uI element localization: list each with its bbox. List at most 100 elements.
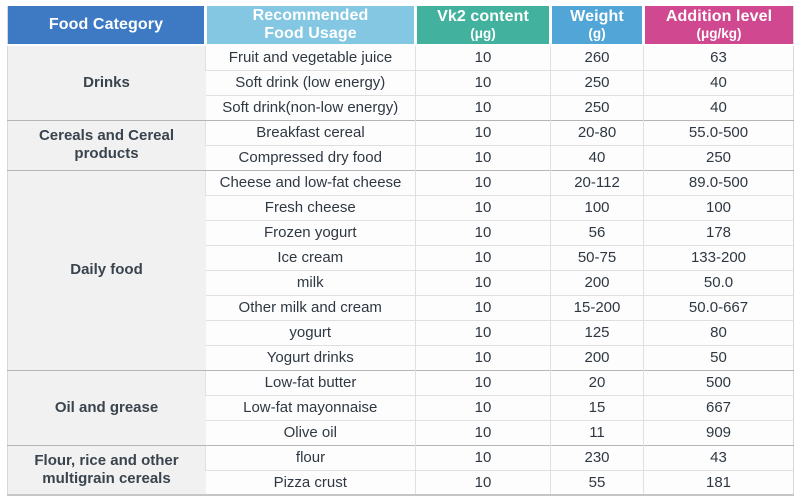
vk2-cell: 10 bbox=[415, 94, 551, 120]
header-title: Addition level bbox=[665, 8, 773, 26]
vk2-cell: 10 bbox=[415, 69, 551, 95]
usage-cell: flour bbox=[205, 444, 416, 470]
header-title: Weight bbox=[570, 8, 624, 26]
usage-cell: Fruit and vegetable juice bbox=[205, 45, 416, 70]
addition-cell: 500 bbox=[643, 369, 794, 395]
table-row: milk 10 200 50.0 bbox=[8, 269, 794, 295]
weight-cell: 250 bbox=[550, 94, 644, 120]
addition-cell: 63 bbox=[643, 45, 794, 70]
usage-cell: yogurt bbox=[205, 319, 416, 345]
usage-cell: Low-fat butter bbox=[205, 369, 416, 395]
addition-cell: 50 bbox=[643, 344, 794, 370]
usage-cell: Compressed dry food bbox=[205, 144, 416, 170]
table-row: Ice cream 10 50-75 133-200 bbox=[8, 244, 794, 270]
weight-cell: 100 bbox=[550, 194, 644, 220]
header-recommended-food-usage: Recommended Food Usage bbox=[204, 6, 416, 46]
usage-cell: Low-fat mayonnaise bbox=[205, 394, 416, 420]
weight-cell: 40 bbox=[550, 144, 644, 170]
addition-cell: 50.0 bbox=[643, 269, 794, 295]
weight-cell: 20-80 bbox=[550, 119, 644, 145]
usage-cell: Breakfast cereal bbox=[205, 119, 416, 145]
table-row: Compressed dry food 10 40 250 bbox=[8, 144, 794, 170]
addition-cell: 250 bbox=[643, 144, 794, 170]
usage-cell: Soft drink (low energy) bbox=[205, 69, 416, 95]
usage-cell: Frozen yogurt bbox=[205, 219, 416, 245]
table-row: Fresh cheese 10 100 100 bbox=[8, 194, 794, 220]
vk2-cell: 10 bbox=[415, 144, 551, 170]
category-cell-drinks: Drinks bbox=[7, 45, 206, 120]
weight-cell: 20 bbox=[550, 369, 644, 395]
usage-cell: Cheese and low-fat cheese bbox=[205, 169, 416, 195]
vk2-cell: 10 bbox=[415, 244, 551, 270]
weight-cell: 200 bbox=[550, 269, 644, 295]
weight-cell: 230 bbox=[550, 444, 644, 470]
weight-cell: 125 bbox=[550, 319, 644, 345]
weight-cell: 56 bbox=[550, 219, 644, 245]
category-cell-oil-and-grease: Oil and grease bbox=[7, 369, 206, 445]
weight-cell: 20-112 bbox=[550, 169, 644, 195]
vk2-cell: 10 bbox=[415, 344, 551, 370]
addition-cell: 40 bbox=[643, 94, 794, 120]
addition-cell: 40 bbox=[643, 69, 794, 95]
weight-cell: 55 bbox=[550, 469, 644, 495]
weight-cell: 250 bbox=[550, 69, 644, 95]
addition-cell: 100 bbox=[643, 194, 794, 220]
weight-cell: 15 bbox=[550, 394, 644, 420]
table-row: Yogurt drinks 10 200 50 bbox=[8, 344, 794, 370]
header-row: Food Category Recommended Food Usage Vk2… bbox=[7, 6, 794, 46]
vk2-cell: 10 bbox=[415, 194, 551, 220]
table-row: Frozen yogurt 10 56 178 bbox=[8, 219, 794, 245]
header-title: Recommended bbox=[252, 7, 369, 25]
category-cell-flour-rice: Flour, rice and other multigrain cereals bbox=[7, 444, 206, 495]
category-cell-cereals: Cereals and Cereal products bbox=[7, 119, 206, 170]
header-food-category: Food Category bbox=[7, 6, 206, 46]
table-row: Drinks Fruit and vegetable juice 10 260 … bbox=[7, 45, 794, 120]
weight-cell: 200 bbox=[550, 344, 644, 370]
addition-cell: 667 bbox=[643, 394, 794, 420]
vk2-cell: 10 bbox=[415, 319, 551, 345]
vk2-cell: 10 bbox=[415, 45, 551, 70]
addition-cell: 89.0-500 bbox=[643, 169, 794, 195]
usage-cell: Olive oil bbox=[205, 419, 416, 445]
usage-cell: Fresh cheese bbox=[205, 194, 416, 220]
addition-cell: 178 bbox=[643, 219, 794, 245]
table-row: Olive oil 10 11 909 bbox=[8, 419, 794, 445]
header-title-line2: Food Usage bbox=[264, 25, 357, 42]
vk2-food-addition-table: Food Category Recommended Food Usage Vk2… bbox=[7, 6, 794, 496]
weight-cell: 15-200 bbox=[550, 294, 644, 320]
table-row: Flour, rice and other multigrain cereals… bbox=[7, 444, 794, 495]
addition-cell: 133-200 bbox=[643, 244, 794, 270]
addition-cell: 50.0-667 bbox=[643, 294, 794, 320]
vk2-cell: 10 bbox=[415, 119, 551, 145]
usage-cell: Ice cream bbox=[205, 244, 416, 270]
usage-cell: Pizza crust bbox=[205, 469, 416, 495]
table-row: Pizza crust 10 55 181 bbox=[8, 469, 794, 495]
vk2-cell: 10 bbox=[415, 369, 551, 395]
header-weight: Weight (g) bbox=[549, 6, 644, 46]
usage-cell: Soft drink(non-low energy) bbox=[205, 94, 416, 120]
table-row: Cereals and Cereal products Breakfast ce… bbox=[7, 119, 794, 170]
vk2-cell: 10 bbox=[415, 444, 551, 470]
usage-cell: milk bbox=[205, 269, 416, 295]
table-row: Oil and grease Low-fat butter 10 20 500 bbox=[7, 369, 794, 445]
header-title: Vk2 content bbox=[437, 8, 529, 26]
table-row: Soft drink (low energy) 10 250 40 bbox=[8, 69, 794, 95]
header-title: Food Category bbox=[48, 16, 164, 34]
vk2-cell: 10 bbox=[415, 269, 551, 295]
addition-cell: 181 bbox=[643, 469, 794, 495]
addition-cell: 43 bbox=[643, 444, 794, 470]
weight-cell: 11 bbox=[550, 419, 644, 445]
table-row: Low-fat mayonnaise 10 15 667 bbox=[8, 394, 794, 420]
addition-cell: 909 bbox=[643, 419, 794, 445]
header-unit: (g) bbox=[588, 26, 606, 42]
vk2-cell: 10 bbox=[415, 219, 551, 245]
header-unit: (μg) bbox=[470, 26, 496, 42]
vk2-cell: 10 bbox=[415, 419, 551, 445]
category-cell-daily-food: Daily food bbox=[7, 169, 206, 370]
addition-cell: 80 bbox=[643, 319, 794, 345]
vk2-cell: 10 bbox=[415, 469, 551, 495]
weight-cell: 50-75 bbox=[550, 244, 644, 270]
vk2-cell: 10 bbox=[415, 169, 551, 195]
vk2-cell: 10 bbox=[415, 294, 551, 320]
